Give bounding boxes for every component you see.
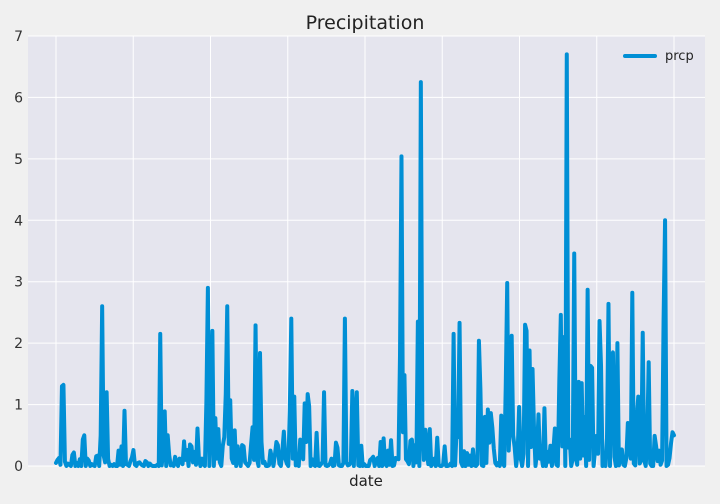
y-tick-label: 5 — [14, 152, 23, 168]
y-tick-label: 3 — [14, 275, 23, 291]
y-tick-label: 6 — [14, 90, 23, 106]
series-line-prcp — [54, 52, 676, 468]
y-gridlines — [28, 35, 705, 467]
y-tick-label: 4 — [14, 213, 23, 229]
legend: prcp — [623, 49, 694, 64]
y-tick-label: 7 — [14, 29, 23, 45]
x-axis-title: date — [349, 472, 383, 490]
series-layer — [54, 52, 676, 468]
legend-label-prcp: prcp — [665, 49, 694, 64]
y-tick-label: 1 — [14, 398, 23, 414]
y-tick-label: 2 — [14, 336, 23, 352]
y-tick-label: 0 — [14, 459, 23, 475]
chart-title: Precipitation — [306, 12, 425, 34]
y-tick-labels: 0 1 2 3 4 5 6 7 — [14, 29, 23, 475]
